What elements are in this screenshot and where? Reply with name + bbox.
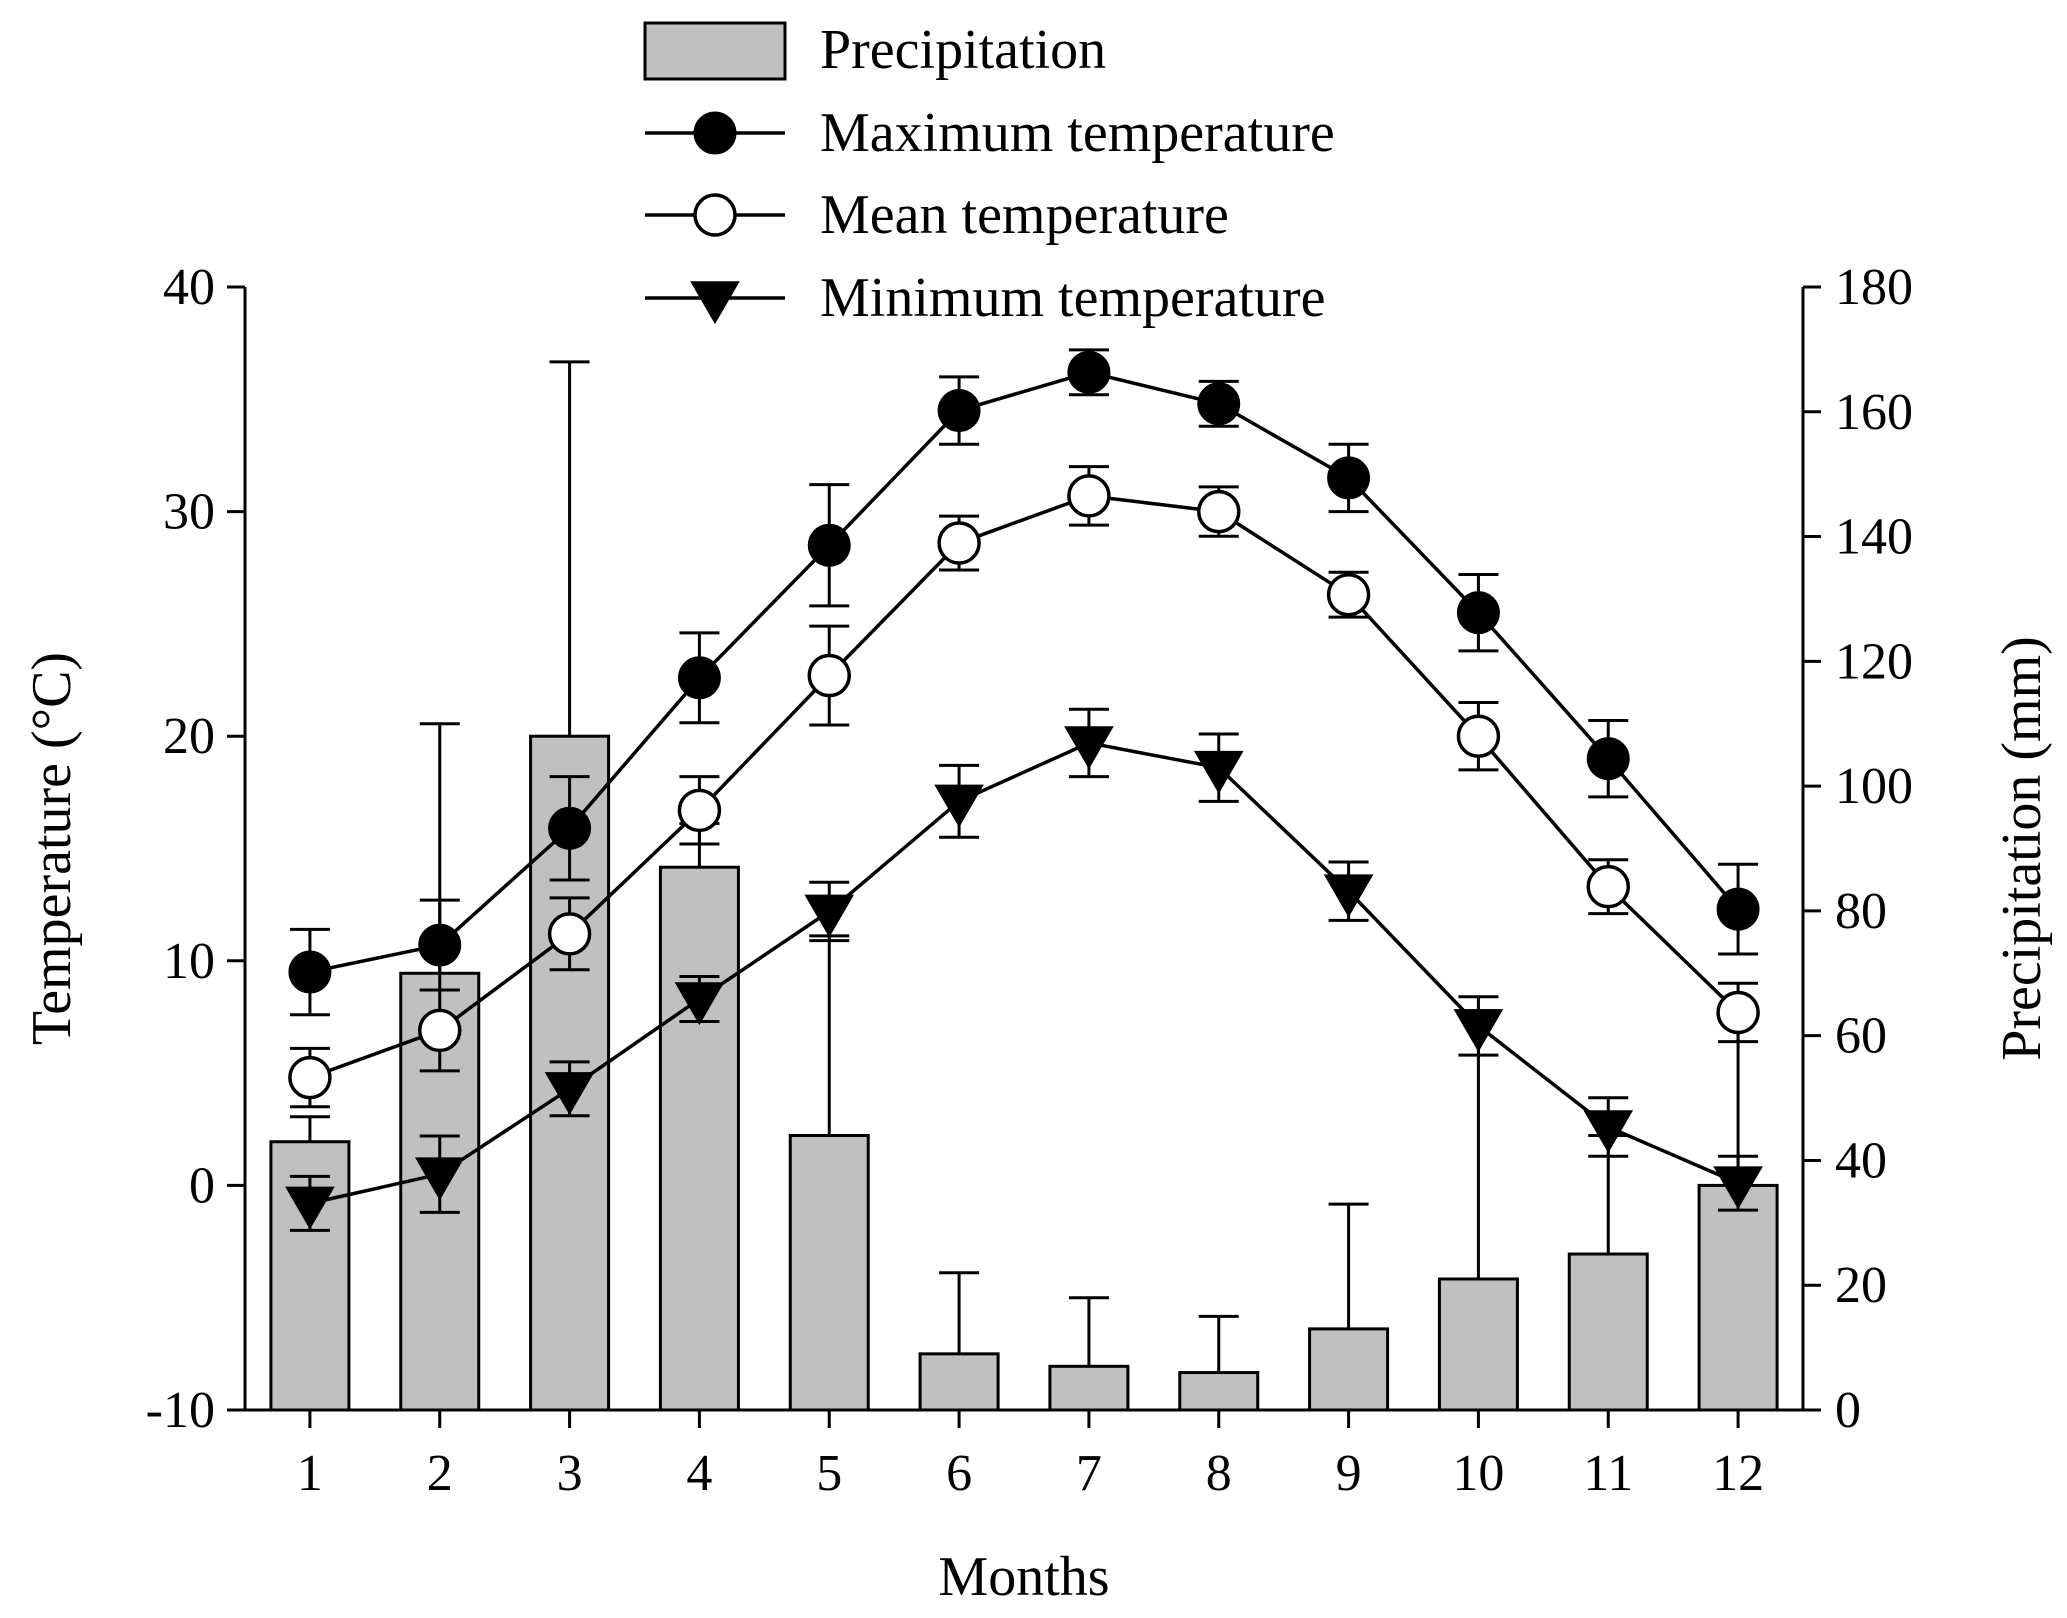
minimum-temperature-line	[309, 741, 1739, 1206]
minimum-temperature-point-8	[1193, 750, 1244, 794]
x-tick-label-4: 4	[686, 1445, 712, 1502]
left-tick-label-10: 10	[163, 933, 215, 990]
minimum-temperature-point-7	[1064, 726, 1114, 770]
x-tick-label-10: 10	[1452, 1445, 1504, 1502]
right-tick-label-120: 120	[1835, 633, 1913, 690]
legend-minimum-temperature-marker	[690, 281, 740, 325]
x-axis-title: Months	[938, 1546, 1109, 1608]
x-tick-label-3: 3	[557, 1445, 583, 1502]
legend-maximum-temperature-marker	[693, 111, 737, 155]
minimum-temperature-point-12	[1713, 1166, 1763, 1210]
x-tick-label-7: 7	[1076, 1445, 1102, 1502]
temperature-lines	[285, 348, 1763, 1232]
mean-temperature-point-10	[1456, 714, 1501, 758]
minimum-temperature-point-9	[1323, 874, 1374, 918]
right-tick-label-0: 0	[1835, 1382, 1861, 1439]
precipitation-bar-7	[1048, 1364, 1130, 1412]
left-axis-title: Temperature (°C)	[21, 652, 83, 1045]
minimum-temperature-point-4	[674, 982, 725, 1026]
legend-minimum-temperature-label: Minimum temperature	[820, 267, 1325, 329]
mean-temperature-point-12	[1716, 990, 1760, 1035]
x-tick-label-2: 2	[427, 1445, 453, 1502]
mean-temperature-line	[309, 494, 1740, 1080]
right-tick-label-80: 80	[1835, 883, 1887, 940]
legend: Precipitation Maximum temperature Mean tem…	[643, 19, 1335, 329]
maximum-temperature-point-1	[288, 950, 332, 994]
left-tick-label--10: -10	[146, 1382, 215, 1439]
x-tick-label-1: 1	[297, 1445, 323, 1502]
left-tick-label-30: 30	[163, 484, 215, 541]
minimum-temperature-point-3	[544, 1072, 595, 1115]
mean-temperature-point-4	[677, 788, 722, 833]
mean-temperature-point-1	[288, 1055, 332, 1100]
minimum-temperature-point-2	[414, 1157, 465, 1201]
left-tick-label-20: 20	[163, 708, 215, 765]
mean-temperature-point-7	[1067, 474, 1111, 518]
right-tick-label-60: 60	[1835, 1008, 1887, 1065]
mean-temperature-point-6	[937, 521, 981, 565]
legend-mean-temperature-label: Mean temperature	[820, 184, 1229, 246]
right-tick-label-160: 160	[1835, 384, 1913, 441]
right-tick-label-100: 100	[1835, 758, 1913, 815]
minimum-temperature-point-11	[1583, 1110, 1634, 1154]
precipitation-bar-8	[1178, 1371, 1260, 1412]
x-tick-label-11: 11	[1583, 1445, 1633, 1502]
maximum-temperature-point-6	[937, 389, 981, 433]
precipitation-bar-4	[658, 865, 740, 1412]
mean-temperature-point-5	[807, 653, 851, 698]
mean-temperature-point-2	[418, 1008, 462, 1053]
precipitation-bar-10	[1437, 1277, 1519, 1412]
mean-temperature-point-3	[547, 912, 592, 956]
maximum-temperature-point-8	[1197, 382, 1241, 426]
maximum-temperature-point-12	[1716, 887, 1760, 931]
x-tick-label-5: 5	[816, 1445, 842, 1502]
right-axis-title: Precipitation (mm)	[1991, 636, 2053, 1061]
maximum-temperature-point-2	[418, 923, 462, 967]
precipitation-bar-5	[788, 1133, 870, 1412]
x-tick-label-9: 9	[1336, 1445, 1362, 1502]
minimum-temperature-point-6	[934, 784, 984, 828]
maximum-temperature-point-9	[1327, 456, 1371, 500]
maximum-temperature-point-5	[807, 523, 851, 567]
legend-mean-temperature-marker	[693, 193, 737, 237]
precipitation-bar-11	[1567, 1252, 1649, 1412]
legend-precipitation-swatch	[643, 21, 787, 81]
right-tick-label-140: 140	[1835, 509, 1913, 566]
mean-temperature-point-9	[1326, 572, 1371, 617]
precipitation-bar-12	[1697, 1183, 1779, 1412]
maximum-temperature-point-10	[1456, 591, 1500, 635]
right-tick-label-20: 20	[1835, 1257, 1887, 1314]
right-tick-label-40: 40	[1835, 1132, 1887, 1189]
maximum-temperature-point-3	[548, 806, 592, 850]
minimum-temperature-point-1	[285, 1186, 335, 1230]
x-tick-label-6: 6	[946, 1445, 972, 1502]
left-tick-label-40: 40	[163, 259, 215, 316]
right-tick-label-180: 180	[1835, 259, 1913, 316]
precipitation-bar-9	[1308, 1327, 1390, 1412]
precipitation-bar-6	[918, 1352, 1000, 1412]
x-tick-label-12: 12	[1712, 1445, 1764, 1502]
left-tick-label-0: 0	[189, 1157, 215, 1214]
minimum-temperature-point-10	[1453, 1009, 1504, 1053]
x-tick-label-8: 8	[1206, 1445, 1232, 1502]
minimum-temperature-point-5	[804, 894, 855, 938]
maximum-temperature-point-7	[1067, 350, 1111, 394]
mean-temperature-point-11	[1586, 864, 1630, 909]
legend-maximum-temperature-label: Maximum temperature	[820, 102, 1335, 164]
maximum-temperature-point-11	[1586, 737, 1630, 781]
maximum-temperature-point-4	[677, 656, 721, 700]
maximum-temperature-line	[309, 370, 1740, 974]
mean-temperature-point-8	[1197, 489, 1241, 534]
legend-precipitation-label: Precipitation	[820, 19, 1106, 81]
